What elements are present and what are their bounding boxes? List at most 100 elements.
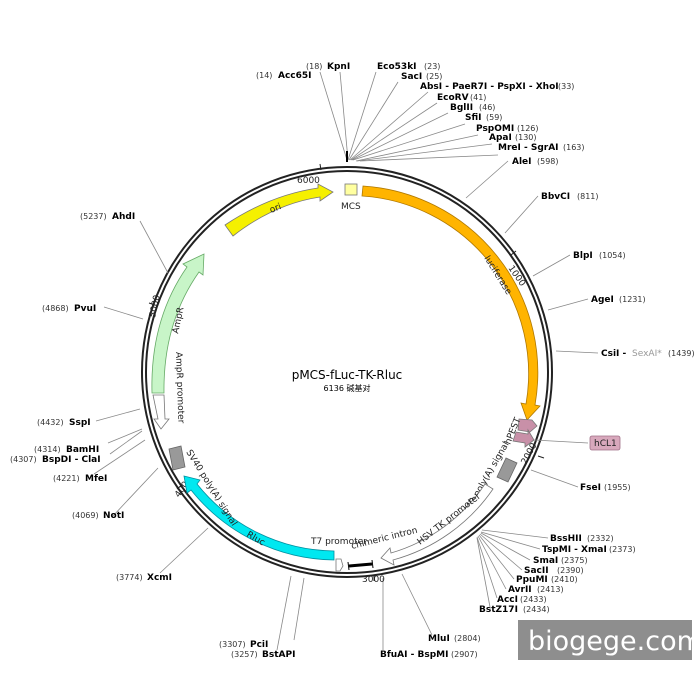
site-name: PvuI <box>74 304 96 314</box>
site-pos: (126) <box>517 124 539 133</box>
site-pos: (598) <box>537 157 559 166</box>
plasmid-size: 6136 碱基对 <box>324 383 371 393</box>
backbone-outer-ring <box>141 166 553 578</box>
site-acci: AccI (2433) <box>497 595 547 605</box>
site-pos: (4314) <box>34 445 61 454</box>
site-pvui: (4868) PvuI <box>42 304 96 314</box>
site-saci: SacI (25) <box>401 72 442 82</box>
site-pos: (2907) <box>451 650 478 659</box>
site-name: NotI <box>103 511 124 521</box>
site-avrii: AvrII (2413) <box>508 585 564 595</box>
watermark-text: biogege.com <box>528 626 700 657</box>
luciferase-feature <box>361 185 541 421</box>
site-fsei: FseI (1955) <box>580 483 631 493</box>
tick-label-5000: 5000 <box>148 294 163 319</box>
site-name: AccI <box>497 595 518 605</box>
site-pos: (2332) <box>587 534 614 543</box>
site-acc65i: (14) Acc65I <box>256 71 312 81</box>
site-pos: (811) <box>577 192 599 201</box>
site-name: PspOMI <box>476 124 514 134</box>
ampr-feature <box>151 253 205 394</box>
ampr-promoter-feature <box>152 394 170 430</box>
site-pos: (2375) <box>561 556 588 565</box>
site-name: BlpI <box>573 251 593 261</box>
plasmid-name: pMCS-fLuc-TK-Rluc <box>292 368 403 382</box>
tick-label-3000: 3000 <box>362 575 385 585</box>
site-sfii: SfiI (59) <box>465 113 502 123</box>
site-name: BamHI <box>66 445 99 455</box>
site-name: BspDI - ClaI <box>42 455 101 465</box>
t7-promoter-label: T7 promoter <box>310 537 367 547</box>
site-name: AgeI <box>591 295 614 305</box>
site-pos: (130) <box>515 133 537 142</box>
site-name: FseI <box>580 483 601 493</box>
site-pos: (41) <box>470 93 486 102</box>
backbone-inner-ring <box>145 170 549 574</box>
site-name: Eco53kI <box>377 62 417 72</box>
site-mlui: MluI (2804) <box>428 634 481 644</box>
site-tspmi: TspMI - XmaI (2373) <box>542 545 636 555</box>
site-ecorv: EcoRV (41) <box>437 93 486 103</box>
site-name: AleI <box>512 157 532 167</box>
hsv-tk-label: HSV TK promoter <box>416 492 483 548</box>
site-ahdi: (5237) AhdI <box>80 212 135 222</box>
site-bspdi: (4307) BspDI - ClaI <box>10 455 101 465</box>
site-pos: (4221) <box>53 474 80 483</box>
site-kpni: (18) KpnI <box>306 62 350 72</box>
site-name: AvrII <box>508 585 532 595</box>
site-pos: (33) <box>558 82 574 91</box>
site-pos: (18) <box>306 62 322 71</box>
site-pos: (2804) <box>454 634 481 643</box>
site-name: SmaI <box>533 556 558 566</box>
site-pos: (46) <box>479 103 495 112</box>
hpest-feature <box>517 418 538 433</box>
site-eco53ki: Eco53kI (23) <box>377 62 440 72</box>
site-ppumi: PpuMI (2410) <box>516 575 578 585</box>
site-name: BfuAI - BspMI <box>380 650 448 660</box>
site-name: EcoRV <box>437 93 469 103</box>
site-name: Acc65I <box>278 71 312 81</box>
chimeric-intron-cap-left <box>347 561 350 571</box>
site-pos: (2410) <box>551 575 578 584</box>
site-pos: (3257) <box>231 650 258 659</box>
ori-feature <box>224 183 334 237</box>
site-name: SfiI <box>465 113 482 123</box>
site-name: BstZ17I <box>479 605 518 615</box>
site-pos: (14) <box>256 71 272 80</box>
site-csii: CsiI - SexAI* (1439) <box>601 349 695 359</box>
site-name: BbvCI <box>541 192 570 202</box>
t7-promoter-feature <box>335 558 344 572</box>
site-name: PciI <box>250 640 268 650</box>
site-pos: (23) <box>424 62 440 71</box>
site-name: MluI <box>428 634 450 644</box>
site-bglii: BglII (46) <box>450 103 495 113</box>
site-pos: (1439) <box>668 349 695 358</box>
site-name: PpuMI <box>516 575 548 585</box>
site-pos: (2373) <box>609 545 636 554</box>
site-pos: (163) <box>563 143 585 152</box>
chimeric-intron-cap-right <box>371 559 374 569</box>
site-bstapi: (3257) BstAPI <box>231 650 295 660</box>
site-bsshii: BssHII (2332) <box>550 534 614 544</box>
site-alei: AleI (598) <box>512 157 559 167</box>
site-pos: (1955) <box>604 483 631 492</box>
site-mfei: (4221) MfeI <box>53 474 107 484</box>
mcs-label: MCS <box>341 202 361 212</box>
site-sspi: (4432) SspI <box>37 418 91 428</box>
site-pos: (3307) <box>219 640 246 649</box>
site-pos: (1054) <box>599 251 626 260</box>
site-pos: (59) <box>486 113 502 122</box>
site-agei: AgeI (1231) <box>591 295 646 305</box>
watermark-box <box>518 620 692 660</box>
hcl1-leader <box>533 439 589 444</box>
site-name: CsiI - <box>601 349 627 359</box>
site-sacii: SacII (2390) <box>524 566 584 576</box>
site-pos: (1231) <box>619 295 646 304</box>
sv40-right-feature <box>496 457 518 483</box>
site-blpi: BlpI (1054) <box>573 251 626 261</box>
site-name: MreI - SgrAI <box>498 143 559 153</box>
site-pos: (5237) <box>80 212 107 221</box>
site-name: KpnI <box>327 62 350 72</box>
sv40-left-feature <box>168 445 186 471</box>
site-name: SacII <box>524 566 549 576</box>
